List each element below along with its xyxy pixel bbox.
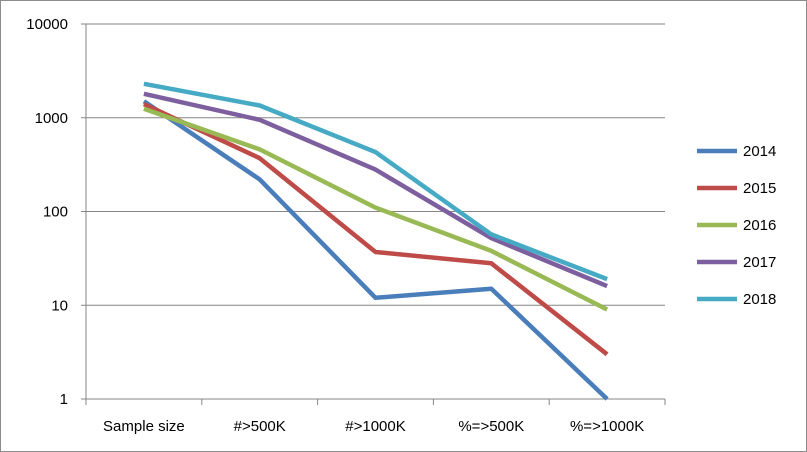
legend: 2014 2015 2016 2017 2018 xyxy=(697,143,776,308)
x-axis-tick-labels: Sample size #>500K #>1000K %=>500K %=>1000K xyxy=(103,418,644,435)
x-tick-label: #>500K xyxy=(234,418,286,435)
x-tick-label: Sample size xyxy=(103,418,185,435)
y-tick-label: 10000 xyxy=(26,16,68,33)
x-tick-label: %=>1000K xyxy=(570,418,644,435)
axes xyxy=(81,23,666,405)
series-line-2014 xyxy=(142,99,609,401)
series-lines xyxy=(142,81,609,401)
series-line-2018 xyxy=(143,81,608,282)
series-line-2015 xyxy=(142,102,609,357)
gridlines xyxy=(86,23,665,306)
x-tick-label: #>1000K xyxy=(345,418,405,435)
legend-label-2014: 2014 xyxy=(743,143,776,160)
y-tick-label: 100 xyxy=(43,204,68,221)
series-line-2017 xyxy=(143,91,608,289)
legend-label-2016: 2016 xyxy=(743,217,776,234)
legend-label-2017: 2017 xyxy=(743,254,776,271)
series-line-2016 xyxy=(143,106,609,312)
legend-label-2015: 2015 xyxy=(743,180,776,197)
y-tick-label: 10 xyxy=(51,297,68,314)
x-tick-label: %=>500K xyxy=(458,418,524,435)
y-tick-label: 1 xyxy=(60,391,68,408)
y-axis-tick-labels: 1 10 100 1000 10000 xyxy=(26,16,68,408)
y-tick-label: 1000 xyxy=(35,110,68,127)
legend-label-2018: 2018 xyxy=(743,291,776,308)
